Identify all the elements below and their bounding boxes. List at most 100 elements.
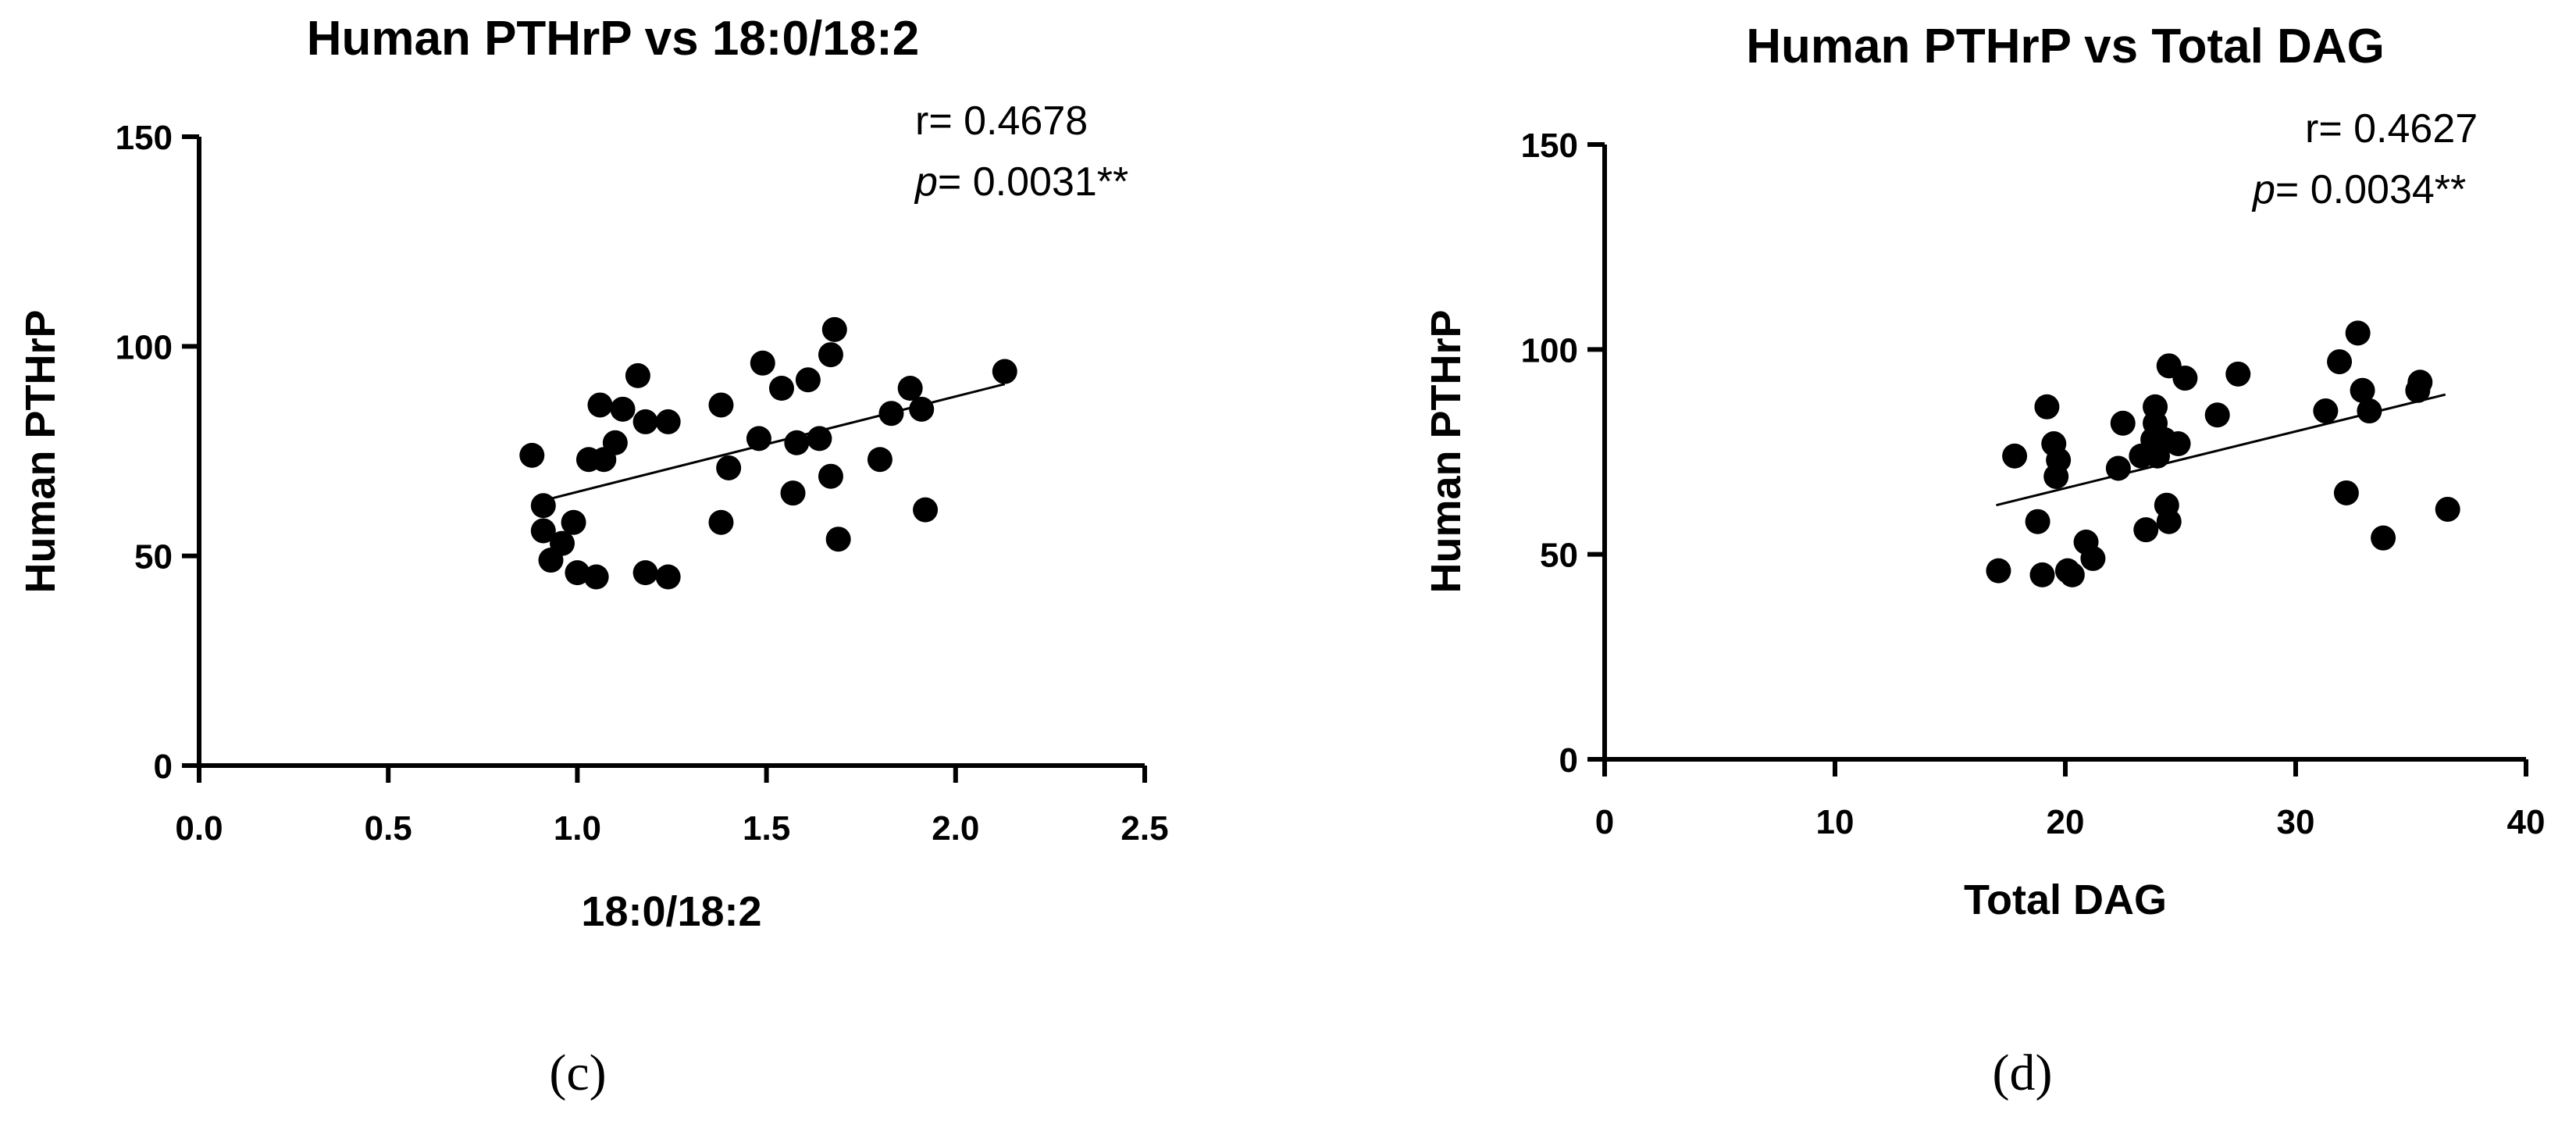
chart-d-x-tick-label: 10 [1816, 803, 1855, 841]
chart-c-data-point [867, 447, 893, 473]
chart-d-title: Human PTHrP vs Total DAG [1746, 20, 2385, 73]
chart-d-x-tick-label: 30 [2277, 803, 2315, 841]
chart-c-data-point [807, 426, 832, 452]
chart-d-data-point [2327, 349, 2353, 375]
chart-d-data-point [2059, 562, 2085, 587]
chart-d-p-number: = 0.0034** [2275, 167, 2466, 212]
chart-d-data-point [2034, 394, 2060, 419]
chart-c-data-point [768, 376, 794, 401]
chart-d-data-point [2133, 517, 2159, 543]
chart-d-y-axis-title: Human PTHrP [1423, 309, 1470, 593]
chart-c-p-number: = 0.0031** [938, 159, 1128, 205]
chart-c-data-point [784, 430, 810, 455]
chart-c-y-tick-label: 0 [154, 748, 173, 786]
chart-c-marks [519, 316, 1017, 590]
chart-d-r-value: r= 0.4627 [2305, 106, 2478, 152]
chart-d-data-point [2025, 509, 2050, 534]
chart-c-data-point [746, 426, 771, 452]
chart-c-y-axis-title: Human PTHrP [17, 309, 64, 593]
chart-c-data-point [818, 463, 843, 489]
chart-d-data-point [2345, 320, 2371, 346]
chart-d-data-point [2105, 455, 2131, 481]
chart-d-data-point [2110, 410, 2136, 436]
chart-c-data-point [821, 316, 847, 342]
chart-d-y-tick-label: 50 [1540, 537, 1578, 575]
chart-c: Human PTHrP vs 18:0/18:2 0.0 0.5 1.0 1.5… [17, 12, 1169, 935]
chart-d-data-point [2204, 402, 2230, 428]
chart-d-y-tick-label: 150 [1521, 127, 1578, 165]
chart-c-x-axis-title: 18:0/18:2 [581, 888, 761, 935]
chart-c-x-ticks: 0.0 0.5 1.0 1.5 2.0 2.5 [175, 766, 1169, 848]
chart-d-data-point [2333, 480, 2359, 505]
chart-c-data-point [878, 401, 904, 427]
chart-c-data-point [750, 350, 775, 376]
chart-c-x-tick-label: 0.0 [175, 809, 223, 848]
chart-d-p-symbol: p [2251, 167, 2275, 212]
chart-c-data-point [587, 392, 613, 418]
chart-c-title: Human PTHrP vs 18:0/18:2 [307, 12, 920, 66]
chart-c-data-point [708, 392, 734, 418]
chart-c-data-point [583, 564, 609, 590]
chart-c-data-point [780, 480, 806, 506]
panel-label-c: (c) [549, 1044, 606, 1101]
panel-label-d: (d) [1993, 1044, 2053, 1101]
chart-d-data-point [2080, 545, 2106, 571]
chart-c-x-tick-label: 1.5 [743, 809, 790, 848]
chart-d-data-point [2172, 366, 2198, 391]
chart-c-data-point [561, 509, 586, 535]
chart-d-marks [1986, 320, 2460, 587]
chart-d-x-tick-label: 20 [2047, 803, 2085, 841]
chart-d-p-value: p= 0.0034** [2251, 167, 2466, 212]
chart-d-y-ticks: 0 50 100 150 [1521, 127, 1605, 780]
chart-d-x-ticks: 0 10 20 30 40 [1595, 759, 2546, 841]
chart-c-data-point [519, 442, 545, 468]
chart-c-data-point [610, 396, 636, 422]
chart-d-x-axis-title: Total DAG [1964, 876, 2167, 923]
chart-d-y-tick-label: 0 [1559, 741, 1578, 780]
chart-c-data-point [602, 430, 628, 455]
chart-c-y-ticks: 0 50 100 150 [116, 119, 199, 786]
chart-c-y-tick-label: 150 [116, 119, 173, 157]
chart-c-data-point [530, 518, 556, 544]
chart-c-x-tick-label: 2.0 [932, 809, 979, 848]
chart-c-data-point [825, 527, 851, 552]
chart-d-y-tick-label: 100 [1521, 331, 1578, 370]
chart-d-x-tick-label: 0 [1595, 803, 1614, 841]
chart-c-data-point [897, 376, 923, 401]
chart-c-data-point [708, 509, 734, 535]
chart-c-data-point [818, 342, 843, 368]
chart-c-y-tick-label: 50 [134, 538, 173, 577]
chart-c-data-point [565, 560, 590, 586]
chart-c-p-value: p= 0.0031** [914, 159, 1128, 205]
chart-c-x-tick-label: 0.5 [365, 809, 412, 848]
chart-c-x-tick-label: 2.5 [1121, 809, 1168, 848]
chart-c-data-point [632, 409, 658, 434]
chart-d-data-point [2002, 443, 2028, 469]
chart-d-data-point [2435, 496, 2460, 522]
chart-d: Human PTHrP vs Total DAG 0 10 20 30 40 0… [1423, 20, 2545, 923]
chart-c-x-tick-label: 1.0 [554, 809, 601, 848]
chart-d-data-point [2371, 525, 2396, 551]
chart-d-data-point [1986, 558, 2011, 584]
chart-c-data-point [655, 564, 681, 590]
chart-d-data-point [2407, 370, 2433, 395]
chart-c-r-value: r= 0.4678 [915, 98, 1088, 144]
chart-d-x-tick-label: 40 [2507, 803, 2546, 841]
chart-d-data-point [2156, 509, 2182, 534]
chart-c-data-point [530, 493, 556, 519]
chart-c-data-point [795, 367, 821, 393]
chart-c-data-point [913, 497, 939, 523]
chart-d-data-point [2029, 562, 2055, 587]
chart-d-data-point [2350, 377, 2375, 403]
chart-c-data-point [992, 359, 1017, 384]
chart-c-data-point [909, 396, 935, 422]
chart-d-data-point [2313, 398, 2339, 424]
chart-d-data-point [2046, 447, 2072, 473]
chart-c-data-point [655, 409, 681, 434]
chart-c-p-symbol: p [914, 159, 938, 205]
chart-c-y-tick-label: 100 [116, 328, 173, 366]
chart-c-data-point [625, 362, 650, 388]
chart-c-data-point [716, 455, 742, 480]
chart-c-data-point [632, 560, 658, 586]
